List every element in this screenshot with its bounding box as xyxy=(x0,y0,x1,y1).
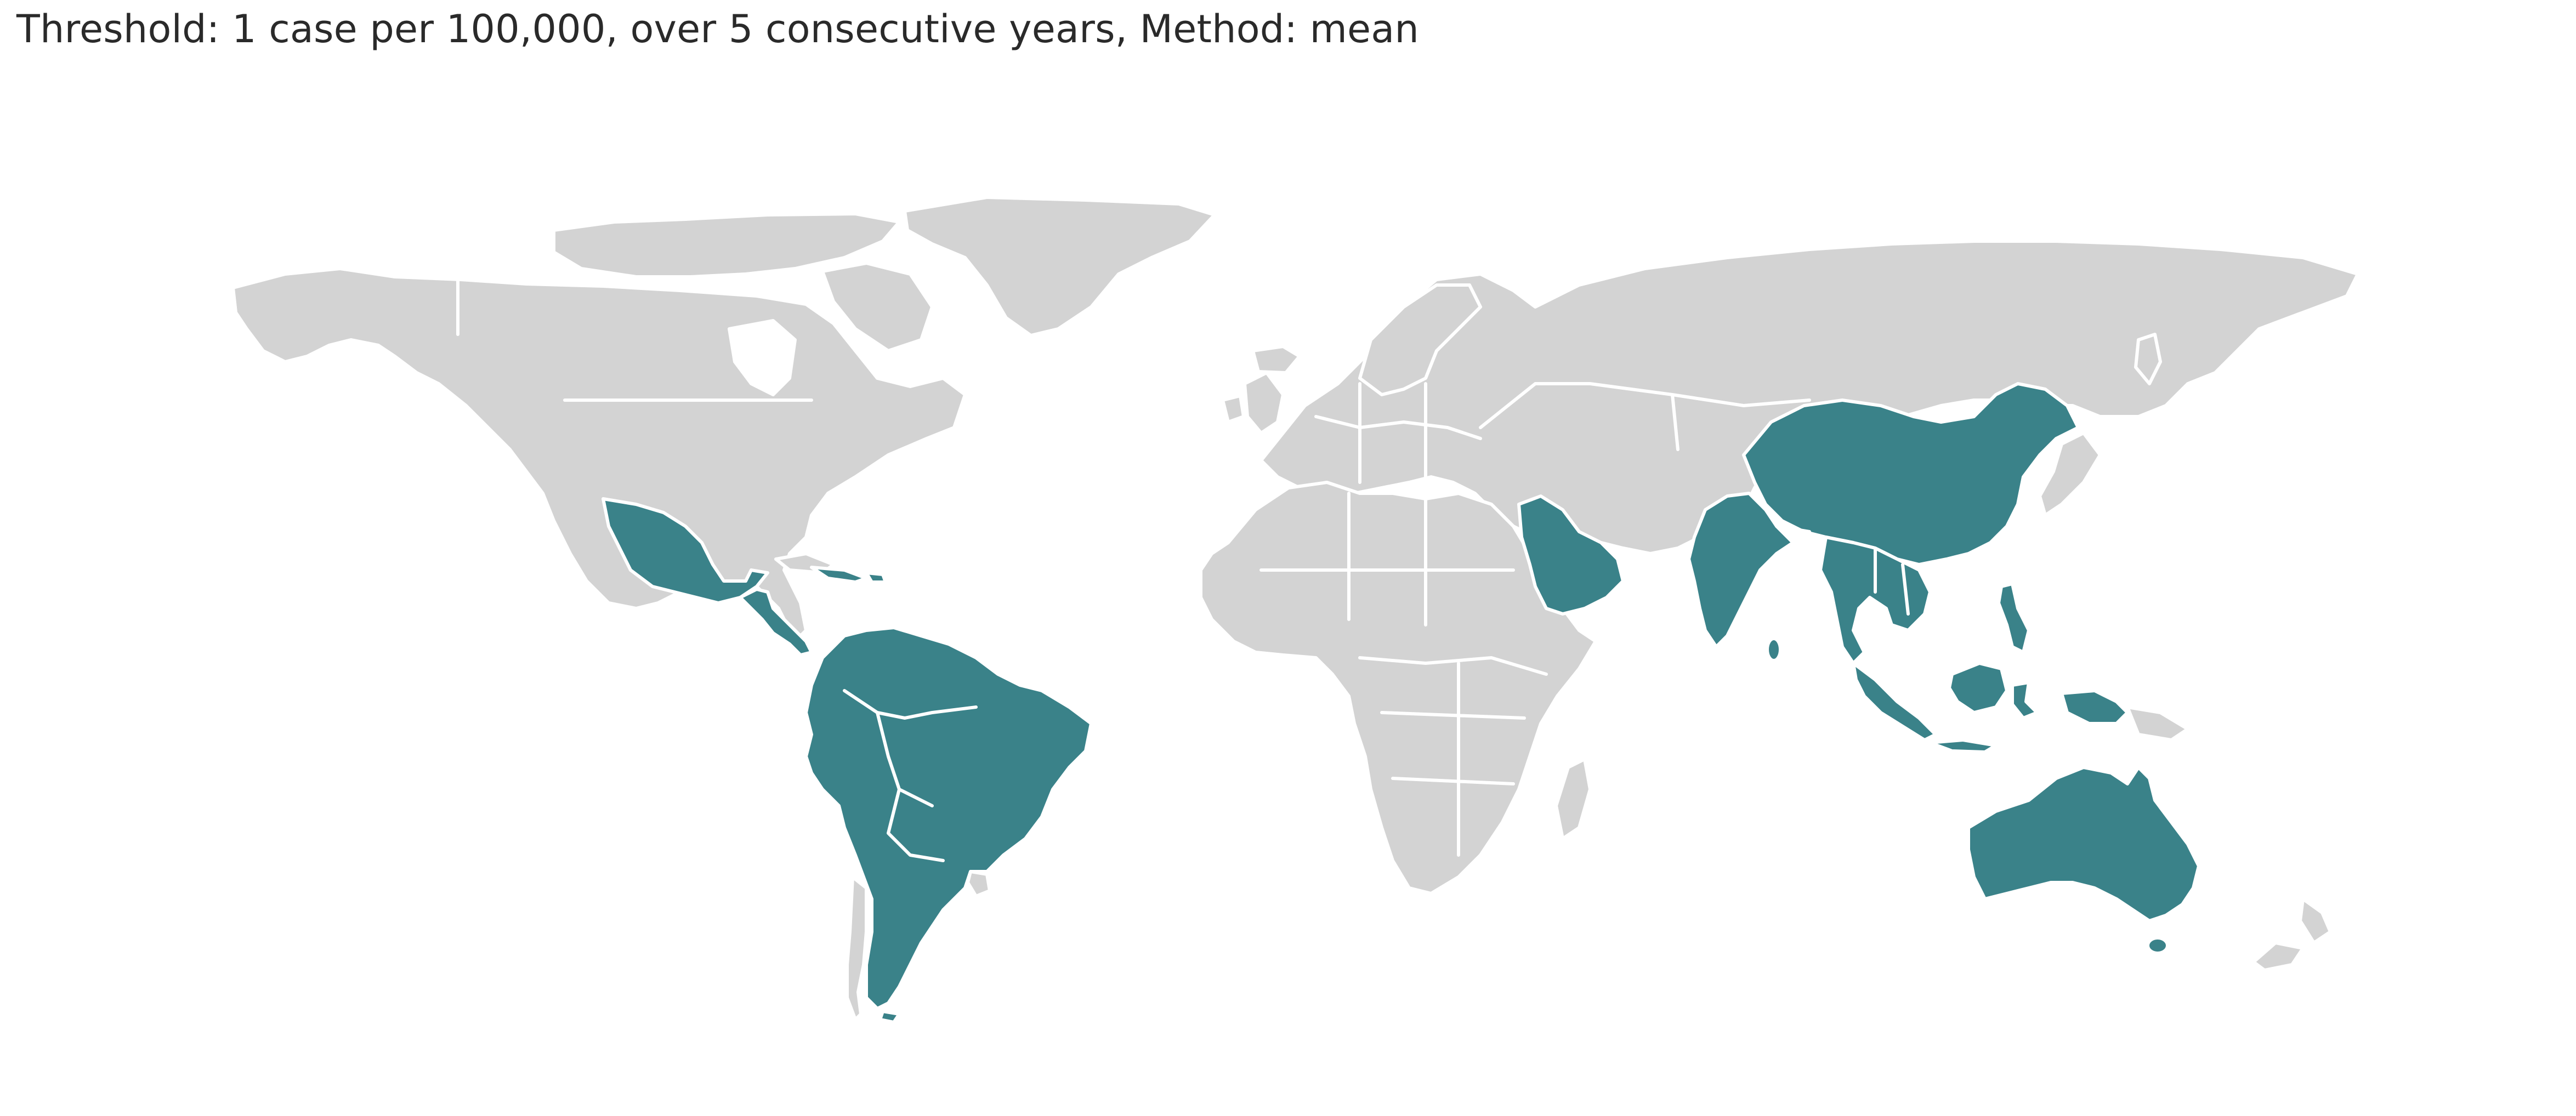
british-isles xyxy=(1243,371,1285,435)
new-zealand-north xyxy=(2299,897,2332,944)
greenland xyxy=(903,196,1216,337)
country-borders xyxy=(456,278,2129,862)
sri-lanka xyxy=(1766,637,1782,662)
hispaniola xyxy=(865,571,887,584)
sumatra xyxy=(1852,662,1937,742)
eu-borders xyxy=(1314,382,1482,484)
japan xyxy=(2038,431,2102,517)
arctic-islands xyxy=(552,212,901,278)
central-america xyxy=(739,588,813,657)
uruguay xyxy=(966,870,991,898)
iceland xyxy=(1251,345,1301,374)
south-america xyxy=(804,626,1093,1010)
india xyxy=(1687,492,1795,648)
africa-borders-2 xyxy=(1358,656,1548,857)
cuba-hl xyxy=(810,566,868,584)
asia-borders xyxy=(1775,525,1910,616)
australia xyxy=(1967,766,2200,923)
borneo xyxy=(1948,662,2008,714)
arabian-peninsula xyxy=(1517,494,1625,616)
scandinavia xyxy=(1358,283,1482,396)
sulawesi xyxy=(2011,681,2039,720)
africa-borders-1 xyxy=(1259,492,1515,627)
madagascar xyxy=(1554,758,1592,840)
sa-borders-3 xyxy=(887,788,945,862)
java xyxy=(1928,738,1998,754)
new-zealand-south xyxy=(2252,941,2305,972)
ireland xyxy=(1221,394,1245,424)
africa xyxy=(1199,481,1597,895)
map-title: Threshold: 1 case per 100,000, over 5 co… xyxy=(16,7,1419,52)
russia-border xyxy=(1479,382,1811,451)
sakhalin xyxy=(2134,333,2162,385)
baffin-island xyxy=(821,261,934,352)
philippines xyxy=(1997,582,2030,654)
sa-borders-1 xyxy=(843,689,978,720)
chile xyxy=(846,875,868,1021)
sa-borders-2 xyxy=(876,711,934,807)
land-layer xyxy=(231,196,2359,1024)
tasmania xyxy=(2146,936,2169,955)
hudson-bay xyxy=(728,319,797,396)
new-guinea xyxy=(2060,689,2129,725)
tierra-del-fuego xyxy=(878,1010,901,1024)
papua-east xyxy=(2126,705,2189,742)
mexico xyxy=(602,497,769,605)
